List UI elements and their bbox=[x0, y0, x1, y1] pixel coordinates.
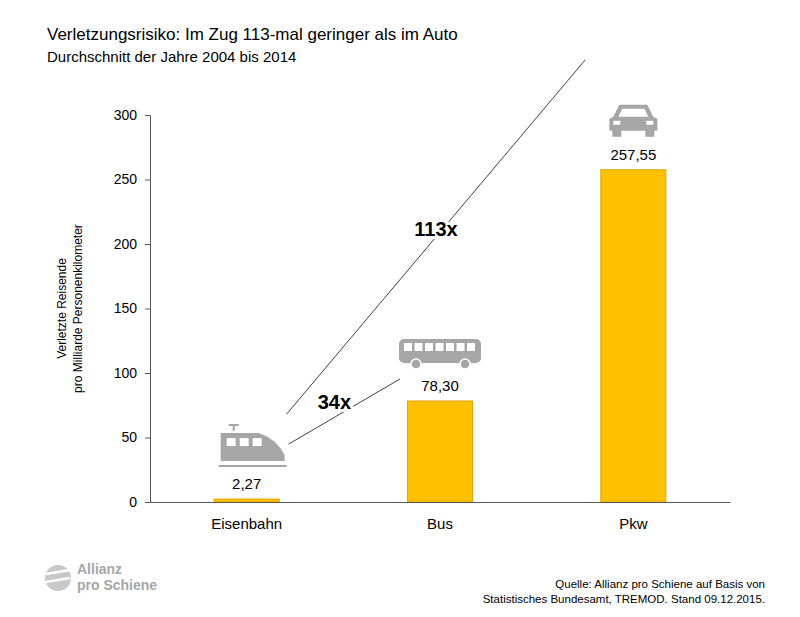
x-tick-label: Pkw bbox=[619, 515, 648, 532]
annotation: 113x bbox=[414, 218, 457, 240]
data-label: 78,30 bbox=[421, 377, 459, 394]
icon-part bbox=[457, 343, 465, 351]
y-tick: 150 bbox=[114, 300, 150, 316]
y-tick: 100 bbox=[114, 365, 150, 381]
y-tick-mark bbox=[145, 309, 150, 310]
annotations: 113x 34x bbox=[287, 60, 586, 444]
source-line: Statistisches Bundesamt, TREMOD. Stand 0… bbox=[483, 593, 765, 605]
icon-part bbox=[425, 343, 433, 351]
y-axis-title-line: pro Milliarde Personenkilometer bbox=[71, 224, 85, 393]
y-tick: 200 bbox=[114, 236, 150, 252]
icon-part bbox=[436, 343, 444, 351]
icon-part bbox=[645, 130, 654, 137]
y-tick: 250 bbox=[114, 171, 150, 187]
logo-text: Allianzpro Schiene bbox=[77, 561, 157, 593]
y-tick: 300 bbox=[114, 107, 150, 123]
annotation-line bbox=[287, 60, 586, 414]
icon-part bbox=[613, 121, 620, 125]
icons bbox=[219, 105, 658, 466]
y-tick-label: 0 bbox=[129, 494, 137, 510]
icon-part bbox=[240, 438, 249, 446]
car-icon bbox=[609, 105, 657, 137]
annotation-line bbox=[289, 379, 400, 444]
bus-icon bbox=[399, 339, 481, 369]
icon-part bbox=[219, 465, 287, 467]
y-axis-line bbox=[145, 116, 151, 503]
logo-mark bbox=[45, 565, 71, 591]
data-label: 257,55 bbox=[610, 146, 656, 163]
icon-part bbox=[612, 130, 621, 137]
icon-part bbox=[221, 433, 285, 461]
train-icon bbox=[219, 425, 287, 466]
icon-part bbox=[467, 343, 475, 351]
y-axis: 0 50 100 150 200 250 300 bbox=[114, 107, 151, 510]
source-line: Quelle: Allianz pro Schiene auf Basis vo… bbox=[555, 578, 765, 590]
y-axis-title-line: Verletzte Reisende bbox=[55, 258, 69, 359]
data-label: 2,27 bbox=[232, 475, 261, 492]
bar bbox=[408, 401, 473, 502]
icon-part bbox=[646, 121, 653, 125]
bar bbox=[214, 499, 279, 502]
logo: Allianzpro Schiene bbox=[45, 561, 157, 593]
icon-part bbox=[460, 359, 470, 369]
y-tick-mark bbox=[145, 115, 150, 116]
icon-part bbox=[404, 343, 412, 351]
icon-part bbox=[411, 359, 421, 369]
y-axis-title: Verletzte Reisendepro Milliarde Personen… bbox=[55, 224, 85, 393]
logo-text-line: Allianz bbox=[77, 561, 122, 577]
y-tick: 50 bbox=[121, 429, 150, 445]
x-tick: Pkw bbox=[619, 502, 648, 532]
y-tick-label: 50 bbox=[121, 429, 137, 445]
y-tick-label: 100 bbox=[114, 365, 138, 381]
chart: Verletzungsrisiko: Im Zug 113-mal gering… bbox=[0, 0, 800, 617]
icon-part bbox=[229, 425, 239, 431]
icon-part bbox=[399, 339, 481, 363]
x-tick-label: Bus bbox=[427, 515, 453, 532]
y-tick-label: 300 bbox=[114, 107, 138, 123]
y-tick-mark bbox=[145, 373, 150, 374]
y-tick-mark bbox=[145, 180, 150, 181]
source: Quelle: Allianz pro Schiene auf Basis vo… bbox=[483, 578, 765, 605]
data-labels: 2,27 78,30 257,55 bbox=[232, 146, 656, 492]
icon-part bbox=[253, 438, 262, 446]
y-tick: 0 bbox=[129, 494, 150, 510]
bars bbox=[214, 170, 666, 502]
x-tick-label: Eisenbahn bbox=[211, 515, 282, 532]
y-tick-mark bbox=[145, 502, 150, 503]
logo-text-line: pro Schiene bbox=[77, 577, 157, 593]
icon-part bbox=[227, 438, 236, 446]
y-tick-mark bbox=[145, 438, 150, 439]
title: Verletzungsrisiko: Im Zug 113-mal gering… bbox=[47, 25, 458, 44]
icon-part bbox=[609, 105, 657, 131]
logo-mark bbox=[46, 570, 70, 582]
x-axis: Eisenbahn Bus Pkw bbox=[151, 502, 731, 532]
y-tick-label: 200 bbox=[114, 236, 138, 252]
icon-part bbox=[618, 109, 648, 117]
x-tick: Bus bbox=[427, 502, 453, 532]
x-axis-line bbox=[151, 502, 731, 503]
y-tick-label: 150 bbox=[114, 300, 138, 316]
annotation: 34x bbox=[318, 391, 351, 413]
bar bbox=[601, 170, 666, 502]
y-tick-label: 250 bbox=[114, 171, 138, 187]
icon-part bbox=[446, 343, 454, 351]
subtitle: Durchschnitt der Jahre 2004 bis 2014 bbox=[47, 48, 296, 65]
x-tick: Eisenbahn bbox=[211, 502, 282, 532]
icon-part bbox=[415, 343, 423, 351]
y-tick-mark bbox=[145, 244, 150, 245]
